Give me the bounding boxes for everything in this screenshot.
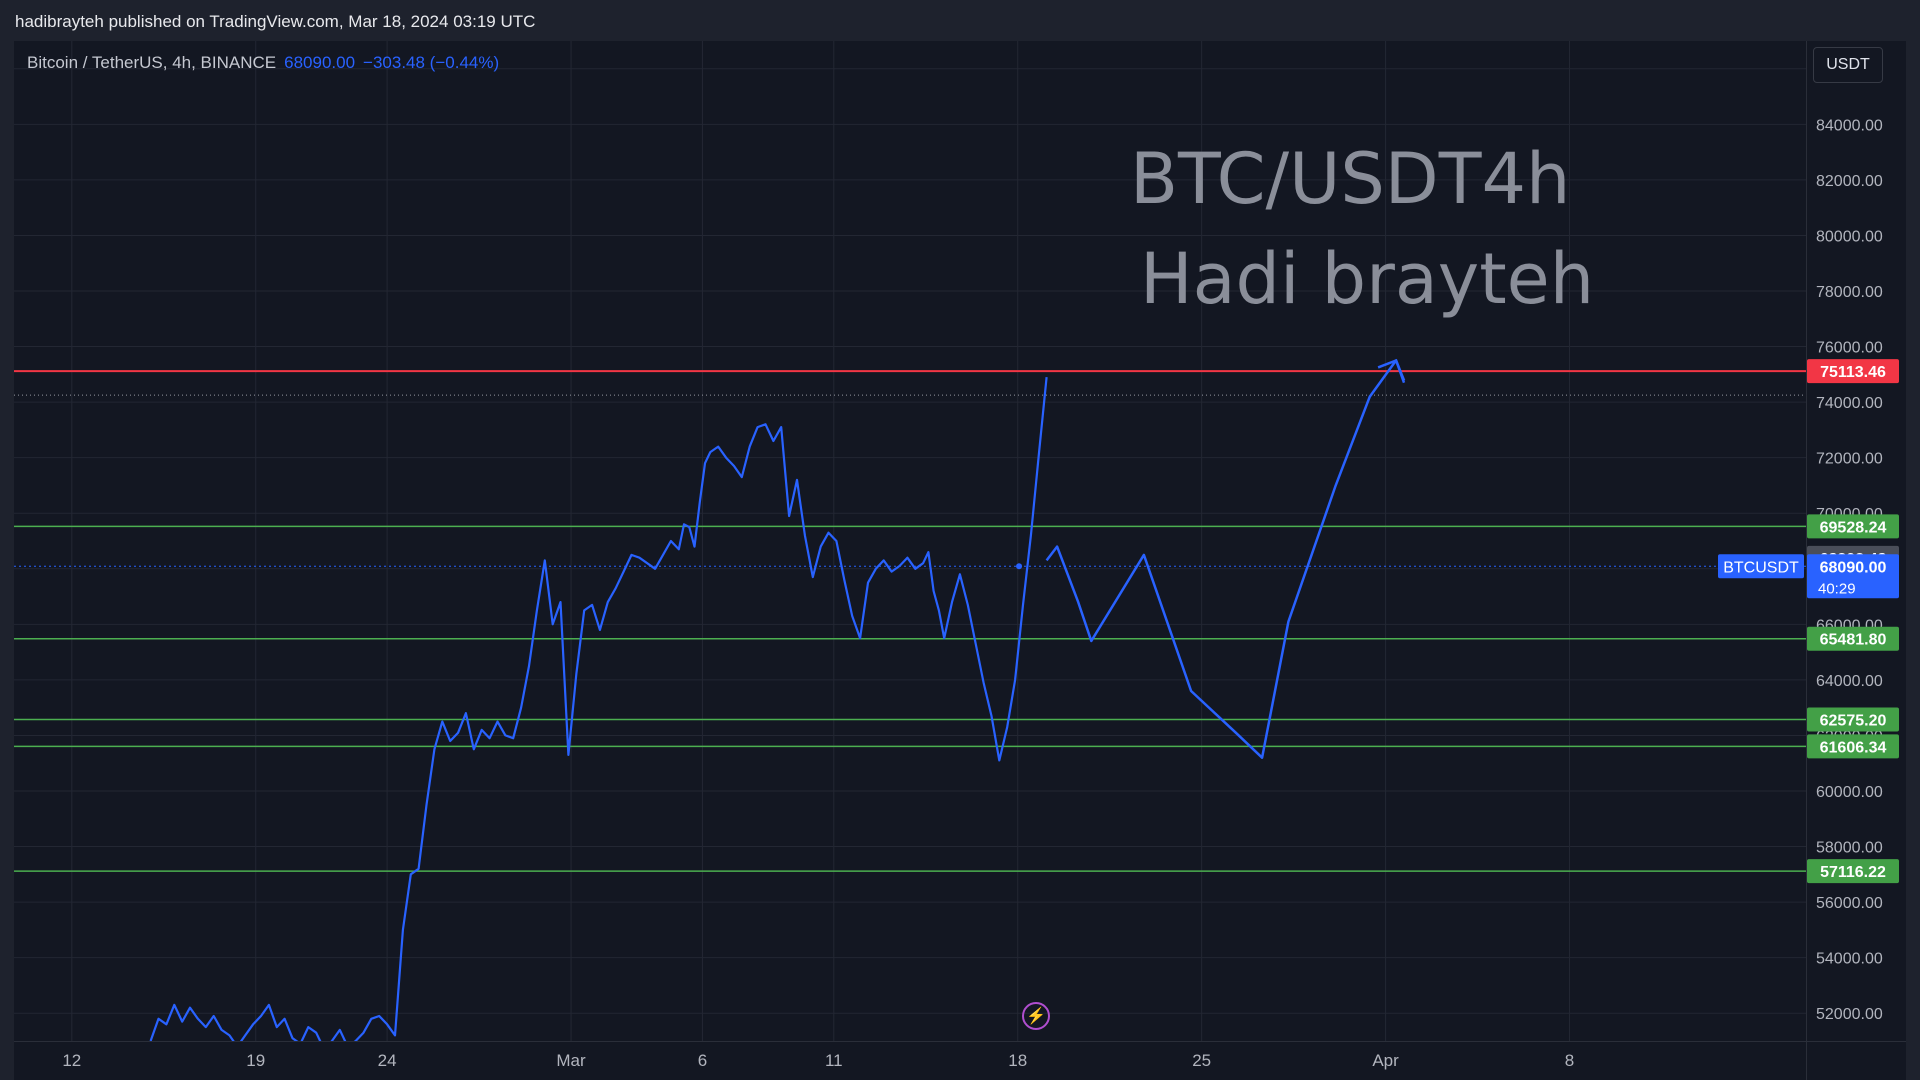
y-tick-label: 76000.00 <box>1816 340 1883 357</box>
resistance-price-tag: 75113.46 <box>1820 364 1886 381</box>
y-tick-label: 56000.00 <box>1816 895 1883 912</box>
countdown-label: 40:29 <box>1818 580 1856 597</box>
support-price-tag-bg <box>1807 859 1899 884</box>
price-line <box>149 376 1048 1041</box>
x-tick-label: 18 <box>1008 1051 1027 1070</box>
y-tick-label: 72000.00 <box>1816 451 1883 468</box>
resistance-price-tag-bg <box>1807 359 1899 384</box>
x-tick-label: 19 <box>246 1051 265 1070</box>
y-tick-label: 54000.00 <box>1816 951 1883 968</box>
y-tick-label: 64000.00 <box>1816 673 1883 690</box>
support-price-tag-bg <box>1807 514 1899 539</box>
support-price-tag: 57116.22 <box>1820 864 1886 881</box>
y-tick-label: 78000.00 <box>1816 284 1883 301</box>
last-price-tag-bg <box>1807 554 1899 599</box>
support-price-tag: 62575.20 <box>1820 712 1887 729</box>
x-tick-label: Apr <box>1372 1051 1399 1070</box>
x-tick-label: 8 <box>1565 1051 1574 1070</box>
projection-arrowhead <box>1377 358 1406 381</box>
y-tick-label: 74000.00 <box>1816 395 1883 412</box>
support-price-tag-bg <box>1807 707 1899 732</box>
x-tick-label: 25 <box>1192 1051 1211 1070</box>
support-price-tag-bg <box>1807 734 1899 759</box>
support-price-tag: 69528.24 <box>1820 519 1887 536</box>
projection-path <box>1045 359 1406 759</box>
last-price: 68090.00 <box>284 53 356 72</box>
symbol-legend[interactable]: Bitcoin / TetherUS, 4h, BINANCE 68090.00−… <box>27 53 499 73</box>
currency-button[interactable]: USDT <box>1813 47 1883 83</box>
price-change: −303.48 (−0.44%) <box>363 53 500 72</box>
price-chart[interactable]: 52000.00 54000.00 56000.00 58000.00 60000.00… <box>14 41 1906 1080</box>
y-tick-label: 58000.00 <box>1816 840 1883 857</box>
watermark-title: BTC/USDT4h <box>1130 138 1571 220</box>
y-tick-label: 60000.00 <box>1816 784 1883 801</box>
y-tick-label: 84000.00 <box>1816 117 1883 134</box>
published-info: hadibrayteh published on TradingView.com… <box>15 12 536 31</box>
symbol-tag-bg <box>1718 554 1804 579</box>
support-price-tag: 61606.34 <box>1820 739 1887 756</box>
last-price-tag: 68090.00 <box>1820 559 1887 576</box>
support-price-tag: 65481.80 <box>1820 632 1887 649</box>
x-tick-label: 24 <box>378 1051 397 1070</box>
cursor-dot <box>1016 563 1023 570</box>
lightning-icon[interactable]: ⚡ <box>1022 1002 1050 1030</box>
x-tick-label: 12 <box>62 1051 81 1070</box>
x-tick-label: Mar <box>556 1051 586 1070</box>
watermark-author: Hadi brayteh <box>1140 238 1595 320</box>
x-tick-label: 6 <box>698 1051 707 1070</box>
y-tick-label: 80000.00 <box>1816 228 1883 245</box>
y-tick-label: 82000.00 <box>1816 173 1883 190</box>
symbol-tag: BTCUSDT <box>1723 559 1799 576</box>
symbol-title[interactable]: Bitcoin / TetherUS, 4h, BINANCE <box>27 53 277 72</box>
chart-area[interactable]: 52000.00 54000.00 56000.00 58000.00 60000.00… <box>14 41 1906 1080</box>
top-bar: hadibrayteh published on TradingView.com… <box>0 0 1920 40</box>
x-tick-label: 11 <box>825 1051 843 1070</box>
support-price-tag-bg <box>1807 626 1899 651</box>
y-tick-label: 52000.00 <box>1816 1006 1883 1023</box>
